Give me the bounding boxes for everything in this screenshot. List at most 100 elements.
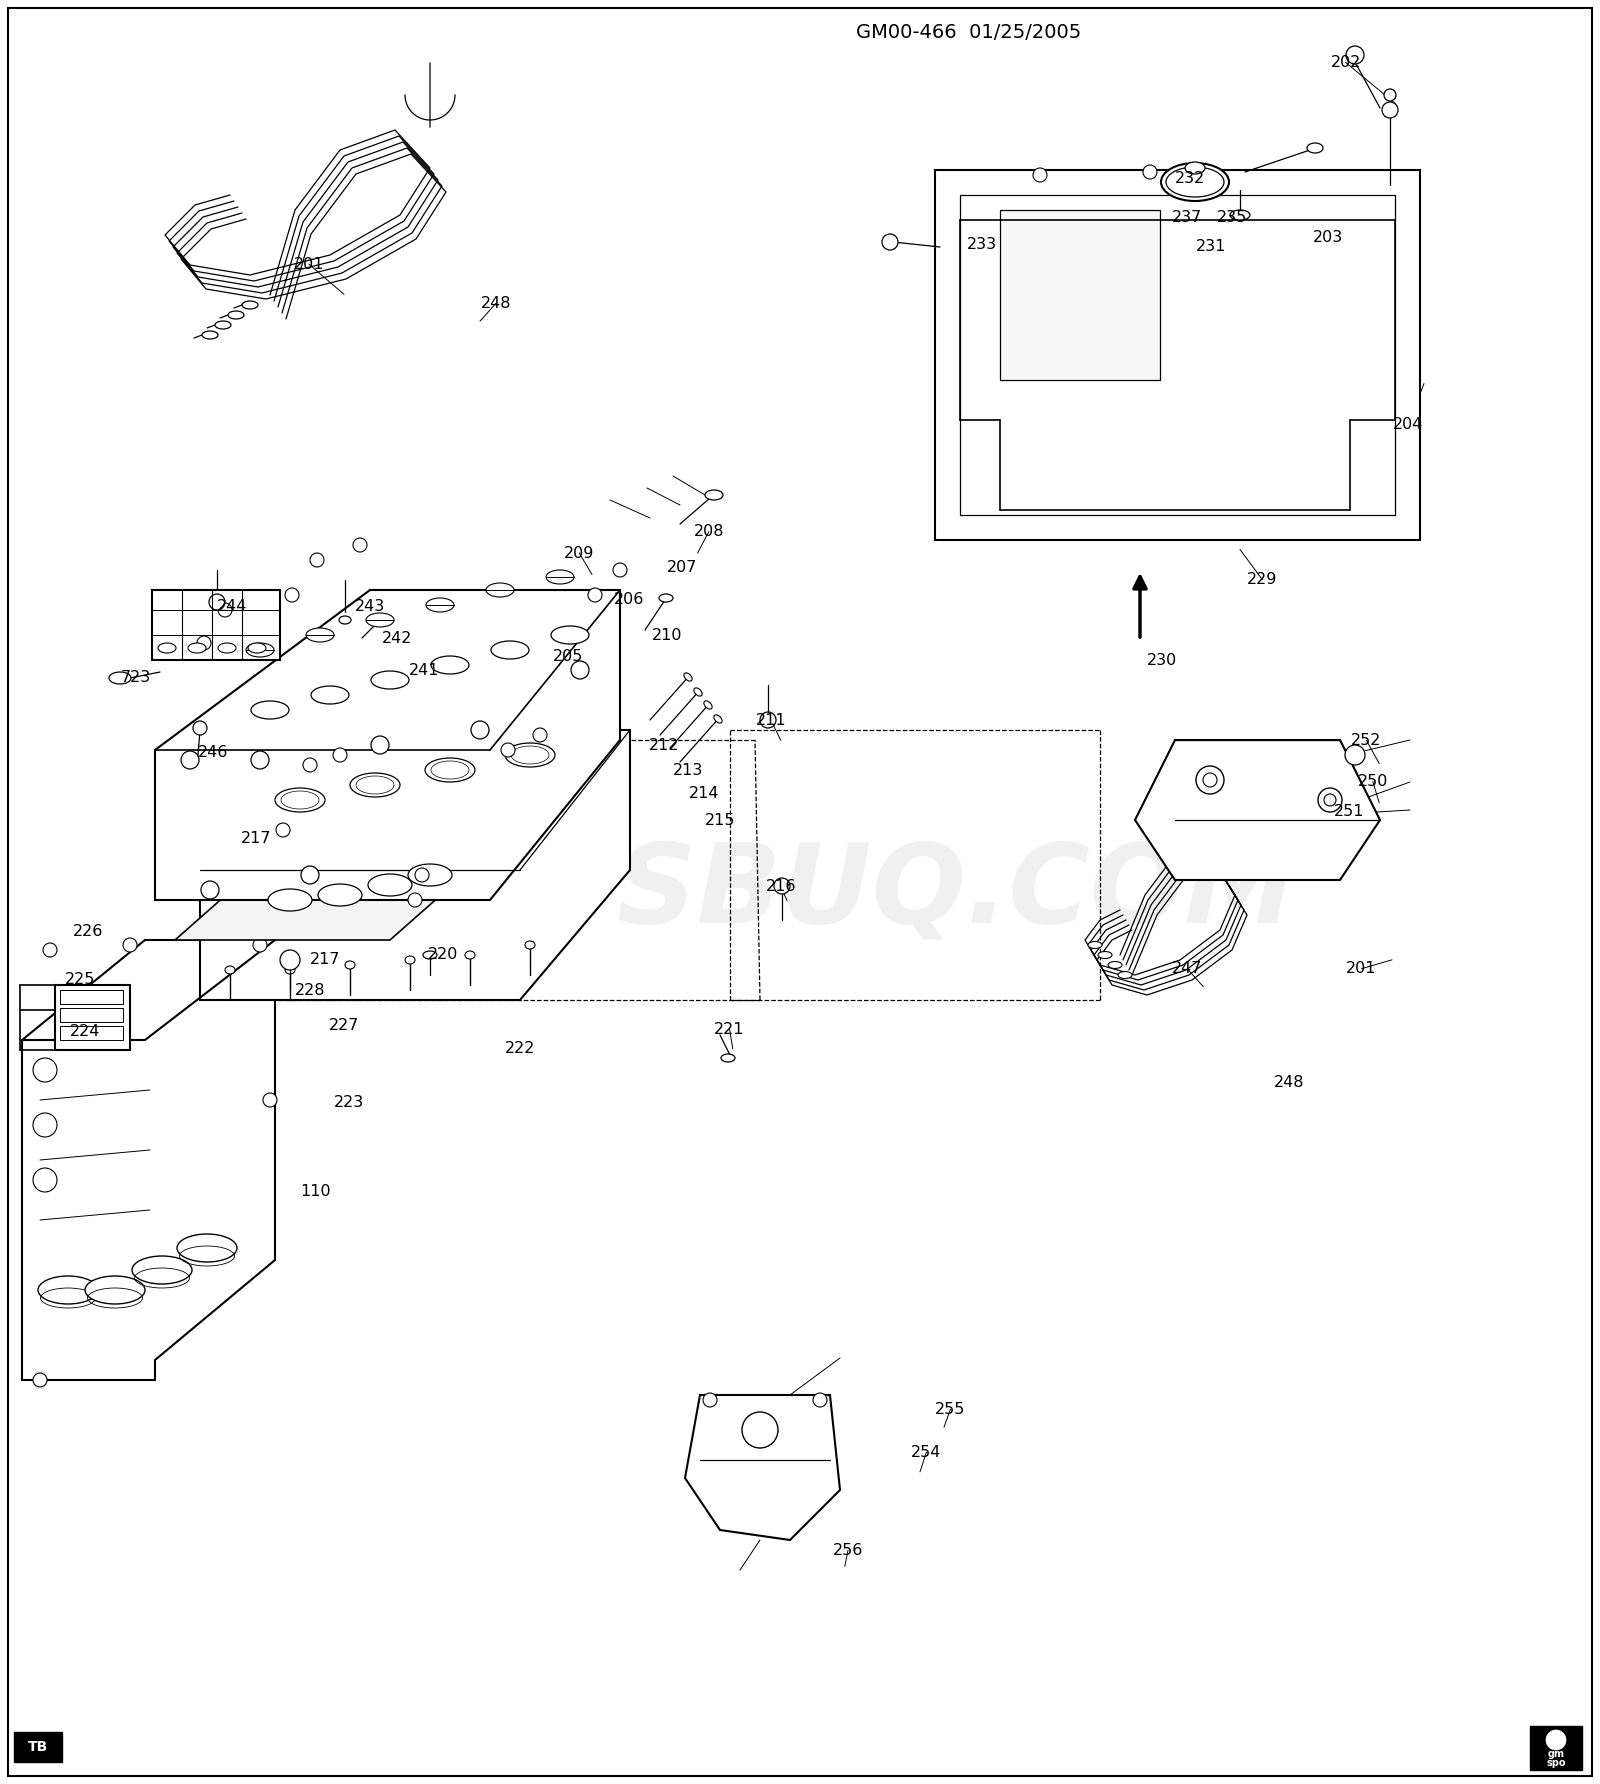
Text: 241: 241 xyxy=(408,664,440,678)
Ellipse shape xyxy=(704,701,712,708)
Ellipse shape xyxy=(246,642,274,657)
Text: 228: 228 xyxy=(294,983,326,997)
Text: 211: 211 xyxy=(755,714,787,728)
Circle shape xyxy=(882,234,898,250)
Ellipse shape xyxy=(178,1235,237,1261)
Circle shape xyxy=(285,589,299,601)
Ellipse shape xyxy=(426,758,475,781)
Text: TB: TB xyxy=(27,1739,48,1754)
Ellipse shape xyxy=(339,615,350,624)
Ellipse shape xyxy=(158,642,176,653)
Text: 202: 202 xyxy=(1331,55,1360,70)
Circle shape xyxy=(301,865,318,885)
Circle shape xyxy=(1203,772,1218,787)
Ellipse shape xyxy=(242,301,258,309)
Text: 222: 222 xyxy=(506,1042,534,1056)
Ellipse shape xyxy=(506,742,555,767)
Ellipse shape xyxy=(350,772,400,797)
Text: 251: 251 xyxy=(1333,805,1365,819)
Ellipse shape xyxy=(310,687,349,705)
Circle shape xyxy=(181,751,198,769)
Circle shape xyxy=(589,589,602,601)
Ellipse shape xyxy=(269,888,312,912)
Text: 110: 110 xyxy=(299,1185,331,1199)
Circle shape xyxy=(280,951,301,970)
Ellipse shape xyxy=(1088,942,1102,949)
Polygon shape xyxy=(685,1395,840,1540)
Text: 256: 256 xyxy=(834,1543,862,1557)
Circle shape xyxy=(1034,168,1046,182)
Text: 205: 205 xyxy=(554,649,582,664)
Text: 215: 215 xyxy=(704,814,736,828)
Circle shape xyxy=(210,594,226,610)
Ellipse shape xyxy=(722,1054,734,1061)
Circle shape xyxy=(354,539,366,551)
Bar xyxy=(61,1008,123,1022)
Text: 226: 226 xyxy=(74,924,102,938)
Polygon shape xyxy=(155,591,621,899)
Ellipse shape xyxy=(683,673,693,681)
Text: 247: 247 xyxy=(1173,962,1202,976)
Circle shape xyxy=(702,1393,717,1408)
Circle shape xyxy=(760,712,776,728)
Bar xyxy=(14,1732,62,1763)
Ellipse shape xyxy=(366,614,394,626)
Ellipse shape xyxy=(109,673,131,683)
Ellipse shape xyxy=(248,642,266,653)
Ellipse shape xyxy=(226,965,235,974)
Circle shape xyxy=(1346,746,1365,765)
Text: 246: 246 xyxy=(198,746,227,760)
Ellipse shape xyxy=(466,951,475,960)
Polygon shape xyxy=(960,194,1395,516)
Circle shape xyxy=(43,944,58,956)
Text: 237: 237 xyxy=(1173,211,1202,225)
Circle shape xyxy=(253,938,267,953)
Text: 248: 248 xyxy=(480,296,512,310)
Text: 232: 232 xyxy=(1176,171,1205,186)
Ellipse shape xyxy=(1118,972,1133,978)
Text: 203: 203 xyxy=(1314,230,1342,244)
Circle shape xyxy=(470,721,490,739)
Text: 250: 250 xyxy=(1358,774,1387,789)
Ellipse shape xyxy=(1307,143,1323,153)
Text: 242: 242 xyxy=(382,632,411,646)
Ellipse shape xyxy=(426,598,454,612)
Ellipse shape xyxy=(131,1256,192,1284)
Text: 214: 214 xyxy=(688,787,720,801)
Circle shape xyxy=(501,742,515,756)
Ellipse shape xyxy=(1186,162,1205,175)
Circle shape xyxy=(34,1113,58,1136)
Ellipse shape xyxy=(214,321,230,328)
Text: 209: 209 xyxy=(565,546,594,560)
Ellipse shape xyxy=(368,874,413,896)
Polygon shape xyxy=(1000,211,1160,380)
Ellipse shape xyxy=(1230,211,1250,219)
Text: 255: 255 xyxy=(936,1402,965,1416)
Circle shape xyxy=(774,878,790,894)
Text: 220: 220 xyxy=(429,947,458,962)
Ellipse shape xyxy=(408,863,453,887)
Circle shape xyxy=(34,1169,58,1192)
Ellipse shape xyxy=(491,640,530,658)
Polygon shape xyxy=(934,169,1421,541)
Ellipse shape xyxy=(85,1276,146,1304)
Text: 235: 235 xyxy=(1218,211,1246,225)
Text: gm: gm xyxy=(1547,1748,1565,1759)
Ellipse shape xyxy=(38,1276,98,1304)
Text: 223: 223 xyxy=(334,1095,363,1110)
Circle shape xyxy=(533,728,547,742)
Circle shape xyxy=(310,553,323,567)
Text: 212: 212 xyxy=(648,739,680,753)
Ellipse shape xyxy=(1098,951,1112,958)
Ellipse shape xyxy=(346,962,355,969)
Ellipse shape xyxy=(659,594,674,601)
Text: 244: 244 xyxy=(218,599,246,614)
Ellipse shape xyxy=(371,671,410,689)
Circle shape xyxy=(1325,794,1336,806)
Text: 210: 210 xyxy=(651,628,683,642)
Circle shape xyxy=(408,894,422,906)
Text: 224: 224 xyxy=(70,1024,99,1038)
Circle shape xyxy=(34,1374,46,1386)
Ellipse shape xyxy=(525,940,534,949)
Circle shape xyxy=(571,662,589,680)
